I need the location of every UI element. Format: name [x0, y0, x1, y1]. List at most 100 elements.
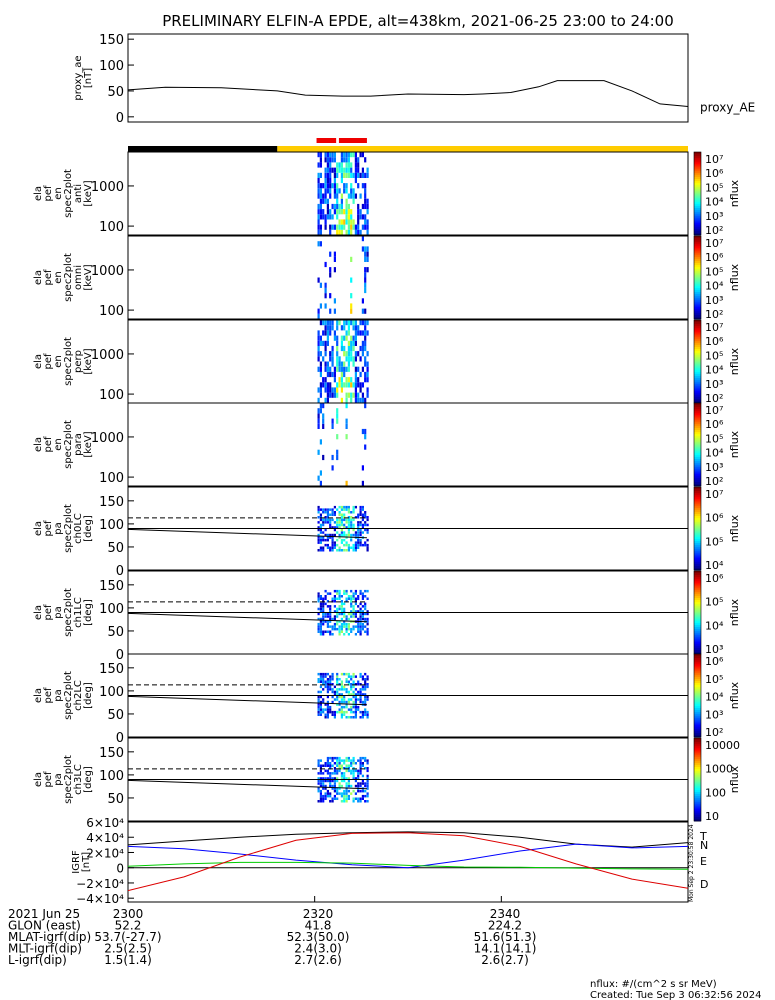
- spectrogram-cell: [333, 172, 336, 178]
- spectrogram-cell: [347, 172, 350, 178]
- colorbar-swatch: [694, 598, 701, 601]
- spectrogram-cell: [336, 382, 339, 388]
- spectrogram-cell: [319, 480, 322, 486]
- spectrogram-cell: [319, 303, 322, 309]
- spectrogram-cell: [343, 779, 346, 783]
- spectrogram-cell: [319, 695, 322, 699]
- spectrogram-cell: [364, 219, 367, 225]
- spectrogram-cell: [338, 700, 341, 704]
- colorbar-swatch: [694, 246, 701, 249]
- colorbar-swatch: [694, 154, 701, 157]
- spectrogram-cell: [347, 508, 350, 511]
- spectrogram-cell: [317, 759, 320, 762]
- spectrogram-cell: [338, 759, 341, 762]
- y-tick-label: 6×10⁴: [86, 816, 124, 830]
- spectrogram-cell: [324, 377, 327, 383]
- spectrogram-cell: [331, 600, 334, 603]
- y-axis-label: proxy_ae: [73, 55, 84, 100]
- spectrogram-cell: [329, 800, 332, 803]
- colorbar-tick-label: 10²: [705, 224, 723, 237]
- spectrogram-cell: [322, 330, 325, 336]
- spectrogram-cell: [338, 526, 341, 529]
- spectrogram-cell: [347, 224, 350, 230]
- spectrogram-cell: [340, 335, 343, 341]
- spectrogram-cell: [350, 772, 353, 775]
- spectrogram-cell: [329, 767, 332, 770]
- colorbar-swatch: [694, 507, 701, 511]
- colorbar-swatch: [694, 254, 701, 258]
- spectrogram-cell: [319, 508, 322, 511]
- spectrogram-cell: [338, 377, 341, 383]
- spectrogram-cell: [354, 713, 357, 716]
- spectrogram-cell: [336, 224, 339, 230]
- y-axis-label: spec2plot: [63, 671, 74, 720]
- spectrogram-cell: [345, 615, 348, 618]
- spectrogram-cell: [340, 152, 343, 158]
- spectrogram-cell: [345, 678, 348, 681]
- spectrogram-cell: [338, 224, 341, 230]
- spectrogram-cell: [347, 531, 350, 534]
- spectrogram-cell: [340, 617, 343, 621]
- spectrogram-cell: [322, 633, 325, 636]
- spectrogram-cell: [333, 713, 336, 716]
- spectrogram-cell: [336, 622, 339, 626]
- spectrogram-cell: [319, 789, 322, 793]
- spectrogram-cell: [350, 600, 353, 603]
- spectrogram-cell: [338, 382, 341, 388]
- spectrogram-cell: [329, 177, 332, 184]
- colorbar-swatch: [694, 224, 701, 228]
- colorbar-tick-label: 10⁷: [705, 488, 723, 501]
- spectrogram-cell: [350, 303, 353, 309]
- spectrogram-cell: [361, 597, 364, 600]
- colorbar-swatch: [694, 775, 701, 778]
- spectrogram-cell: [354, 797, 357, 800]
- spectrogram-cell: [331, 418, 334, 424]
- spectrogram-cell: [340, 193, 343, 199]
- spectrogram-cell: [336, 523, 339, 527]
- spectrogram-cell: [352, 756, 355, 760]
- panel-frame: [127, 235, 689, 320]
- spectrogram-cell: [357, 330, 360, 336]
- spectrogram-cell: [326, 157, 329, 163]
- colorbar-swatch: [694, 647, 701, 651]
- y-axis-label: ela: [33, 605, 44, 620]
- y-tick-label: 100: [99, 220, 124, 235]
- spectrogram-cell: [347, 505, 350, 509]
- spectrogram-cell: [350, 597, 353, 600]
- spectrogram-cell: [324, 361, 327, 367]
- spectrogram-cell: [319, 523, 322, 527]
- spectrogram-cell: [322, 521, 325, 524]
- spectrogram-cell: [340, 672, 343, 676]
- spectrogram-cell: [322, 454, 325, 461]
- spectrogram-cells: [317, 403, 367, 486]
- colorbar-swatch: [694, 573, 701, 576]
- spectrogram-cell: [350, 277, 353, 283]
- spectrogram-cell: [319, 610, 322, 613]
- spectrogram-cell: [326, 762, 329, 765]
- spectrogram-cell: [359, 521, 362, 524]
- spectrogram-cell: [326, 695, 329, 699]
- spectrogram-cell: [317, 408, 320, 414]
- spectrogram-cell: [347, 769, 350, 773]
- spectrogram-cell: [345, 705, 348, 709]
- spectrogram-cell: [317, 521, 320, 524]
- spectrogram-cell: [361, 167, 364, 173]
- spectrogram-cell: [345, 777, 348, 780]
- spectrogram-cell: [340, 397, 343, 403]
- spectrogram-cell: [343, 710, 346, 714]
- spectrogram-cell: [336, 779, 339, 783]
- spectrogram-cell: [352, 612, 355, 616]
- spectrogram-cell: [333, 589, 336, 593]
- spectrogram-cell: [317, 710, 320, 714]
- colorbar-swatch: [694, 625, 701, 628]
- spectrogram-cell: [329, 356, 332, 362]
- y-axis-label: pa: [53, 773, 64, 785]
- spectrogram-cell: [361, 615, 364, 618]
- spectrogram-cell: [338, 511, 341, 514]
- spectrogram-cell: [329, 293, 332, 299]
- spectrogram-cell: [366, 777, 369, 780]
- spectrogram-cell: [322, 610, 325, 613]
- spectrogram-cell: [326, 392, 329, 398]
- spectrogram-cell: [333, 298, 336, 304]
- spectrogram-cell: [343, 800, 346, 803]
